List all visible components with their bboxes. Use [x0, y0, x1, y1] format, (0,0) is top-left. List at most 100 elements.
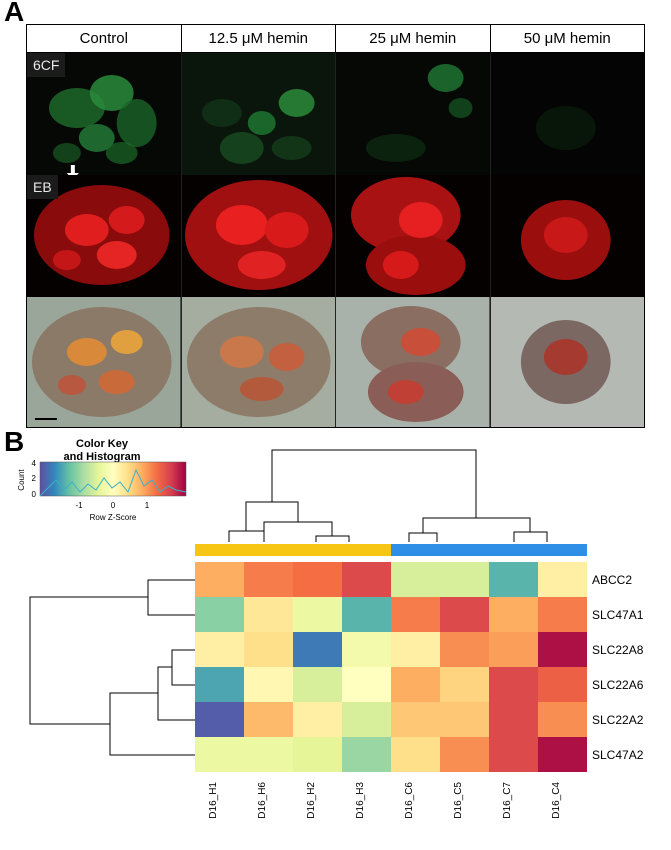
heatmap-panel: Color Key and Histogram Count 0 2 4 -1 0… [0, 430, 671, 850]
color-key-gradient [39, 461, 187, 497]
heatmap-cell-slc47a1-d16-c4 [538, 597, 587, 632]
image-6cf-12-5-hemin [181, 53, 336, 175]
color-key-y-tick-2: 2 [32, 474, 37, 483]
group-bar-segment-d16-c4 [538, 544, 587, 556]
row-label-eb: EB [27, 175, 58, 199]
row-label-abcc2: ABCC2 [592, 573, 632, 587]
column-header-control: Control [27, 25, 182, 53]
color-key-y-tick-4: 4 [32, 459, 37, 468]
heatmap-cell-slc47a2-d16-c6 [391, 737, 440, 772]
row-dendrogram [29, 579, 195, 756]
image-merge-50-hemin [490, 297, 644, 427]
heatmap-cell-slc22a8-d16-c5 [440, 632, 489, 667]
heatmap-cell-slc47a1-d16-h1 [195, 597, 244, 632]
column-header-50-hemin: 50 μM hemin [490, 25, 644, 53]
heatmap-cell-abcc2-d16-h6 [244, 562, 293, 597]
group-bar-segment-d16-c7 [489, 544, 538, 556]
group-bar-segment-d16-h2 [293, 544, 342, 556]
column-label-d16-c7: D16_C7 [502, 782, 513, 819]
heatmap-cell-slc22a8-d16-c7 [489, 632, 538, 667]
arrow-icon [66, 165, 79, 175]
color-key-y-tick-0: 0 [32, 490, 37, 499]
heatmap-cell-slc22a2-d16-h3 [342, 702, 391, 737]
heatmap-cell-slc22a2-d16-c7 [489, 702, 538, 737]
column-header-row: Control 12.5 μM hemin 25 μM hemin 50 μM … [27, 25, 644, 53]
heatmap-cell-abcc2-d16-h3 [342, 562, 391, 597]
column-label-d16-c6: D16_C6 [404, 782, 415, 819]
image-merge-control [27, 297, 182, 427]
heatmap-grid [195, 562, 587, 772]
heatmap-cell-slc22a2-d16-h6 [244, 702, 293, 737]
heatmap-cell-slc22a6-d16-h3 [342, 667, 391, 702]
column-label-d16-c5: D16_C5 [453, 782, 464, 819]
column-label-d16-h6: D16_H6 [257, 782, 268, 819]
heatmap-cell-slc47a2-d16-h6 [244, 737, 293, 772]
heatmap-cell-slc47a1-d16-h6 [244, 597, 293, 632]
image-eb-12-5-hemin [181, 175, 336, 297]
group-bar-segment-d16-h1 [195, 544, 244, 556]
heatmap-cell-slc47a2-d16-h3 [342, 737, 391, 772]
heatmap-cell-slc22a2-d16-h2 [293, 702, 342, 737]
color-key-y-label: Count [17, 469, 26, 491]
heatmap-cell-slc22a2-d16-c6 [391, 702, 440, 737]
image-eb-50-hemin [490, 175, 644, 297]
panel-b-letter: B [4, 426, 25, 457]
image-merge-12-5-hemin [181, 297, 336, 427]
row-eb-fluorescence: EB [27, 175, 644, 297]
image-6cf-50-hemin [490, 53, 644, 175]
column-label-d16-h3: D16_H3 [355, 782, 366, 819]
column-labels: D16_H1 D16_H6 D16_H2 D16_H3 D16_C6 D16_C… [208, 782, 562, 819]
row-label-slc47a2: SLC47A2 [592, 748, 644, 762]
heatmap-cell-slc22a8-d16-c4 [538, 632, 587, 667]
heatmap-cell-abcc2-d16-c5 [440, 562, 489, 597]
image-6cf-control [27, 53, 182, 175]
heatmap-cell-abcc2-d16-c6 [391, 562, 440, 597]
row-label-slc22a8: SLC22A8 [592, 643, 644, 657]
image-eb-25-hemin [336, 175, 491, 297]
heatmap-cell-slc47a2-d16-c7 [489, 737, 538, 772]
column-header-12-5-hemin: 12.5 μM hemin [181, 25, 336, 53]
row-label-slc47a1: SLC47A1 [592, 608, 644, 622]
color-key-histogram [39, 468, 187, 497]
row-6cf-fluorescence: 6CF [27, 53, 644, 175]
heatmap-cell-slc22a8-d16-h1 [195, 632, 244, 667]
group-bar-segment-d16-c5 [440, 544, 489, 556]
column-label-d16-h1: D16_H1 [208, 782, 219, 819]
heatmap-cell-slc47a2-d16-h2 [293, 737, 342, 772]
color-key-subtitle: and Histogram [63, 451, 140, 463]
image-merge-25-hemin [336, 297, 491, 427]
heatmap-cell-slc47a2-d16-h1 [195, 737, 244, 772]
color-key-x-tick-1: 1 [145, 501, 150, 510]
panel-a-letter: A [4, 0, 25, 27]
heatmap-cell-slc47a1-d16-h3 [342, 597, 391, 632]
color-key-x-tick-0: 0 [111, 501, 116, 510]
heatmap-cell-slc47a2-d16-c4 [538, 737, 587, 772]
heatmap-cell-slc22a6-d16-c5 [440, 667, 489, 702]
heatmap-cell-slc22a2-d16-h1 [195, 702, 244, 737]
row-labels: ABCC2 SLC47A1 SLC22A8 SLC22A6 SLC22A2 SL… [592, 573, 644, 762]
group-bar-segment-d16-c6 [391, 544, 440, 556]
color-key-x-tick-neg1: -1 [75, 501, 83, 510]
group-bar-segment-d16-h3 [342, 544, 391, 556]
heatmap-cell-slc22a2-d16-c4 [538, 702, 587, 737]
heatmap-cell-slc47a1-d16-c6 [391, 597, 440, 632]
column-group-bar [195, 544, 587, 556]
column-label-d16-h2: D16_H2 [306, 782, 317, 819]
heatmap-cell-slc22a6-d16-c7 [489, 667, 538, 702]
microscopy-panel: Control 12.5 μM hemin 25 μM hemin 50 μM … [26, 24, 645, 428]
heatmap-cell-abcc2-d16-h2 [293, 562, 342, 597]
row-label-slc22a2: SLC22A2 [592, 713, 644, 727]
heatmap-cell-abcc2-d16-c7 [489, 562, 538, 597]
image-6cf-25-hemin [336, 53, 491, 175]
heatmap-cell-slc22a6-d16-c6 [391, 667, 440, 702]
column-header-25-hemin: 25 μM hemin [336, 25, 491, 53]
heatmap-cell-slc47a1-d16-c5 [440, 597, 489, 632]
heatmap-cell-slc22a8-d16-c6 [391, 632, 440, 667]
heatmap-figure: Color Key and Histogram Count 0 2 4 -1 0… [17, 438, 644, 819]
heatmap-cell-slc22a6-d16-h6 [244, 667, 293, 702]
column-dendrogram [228, 449, 548, 542]
heatmap-cell-slc22a8-d16-h2 [293, 632, 342, 667]
heatmap-cell-slc22a8-d16-h6 [244, 632, 293, 667]
color-key: Color Key and Histogram Count 0 2 4 -1 0… [17, 438, 187, 522]
heatmap-cell-slc22a6-d16-h1 [195, 667, 244, 702]
